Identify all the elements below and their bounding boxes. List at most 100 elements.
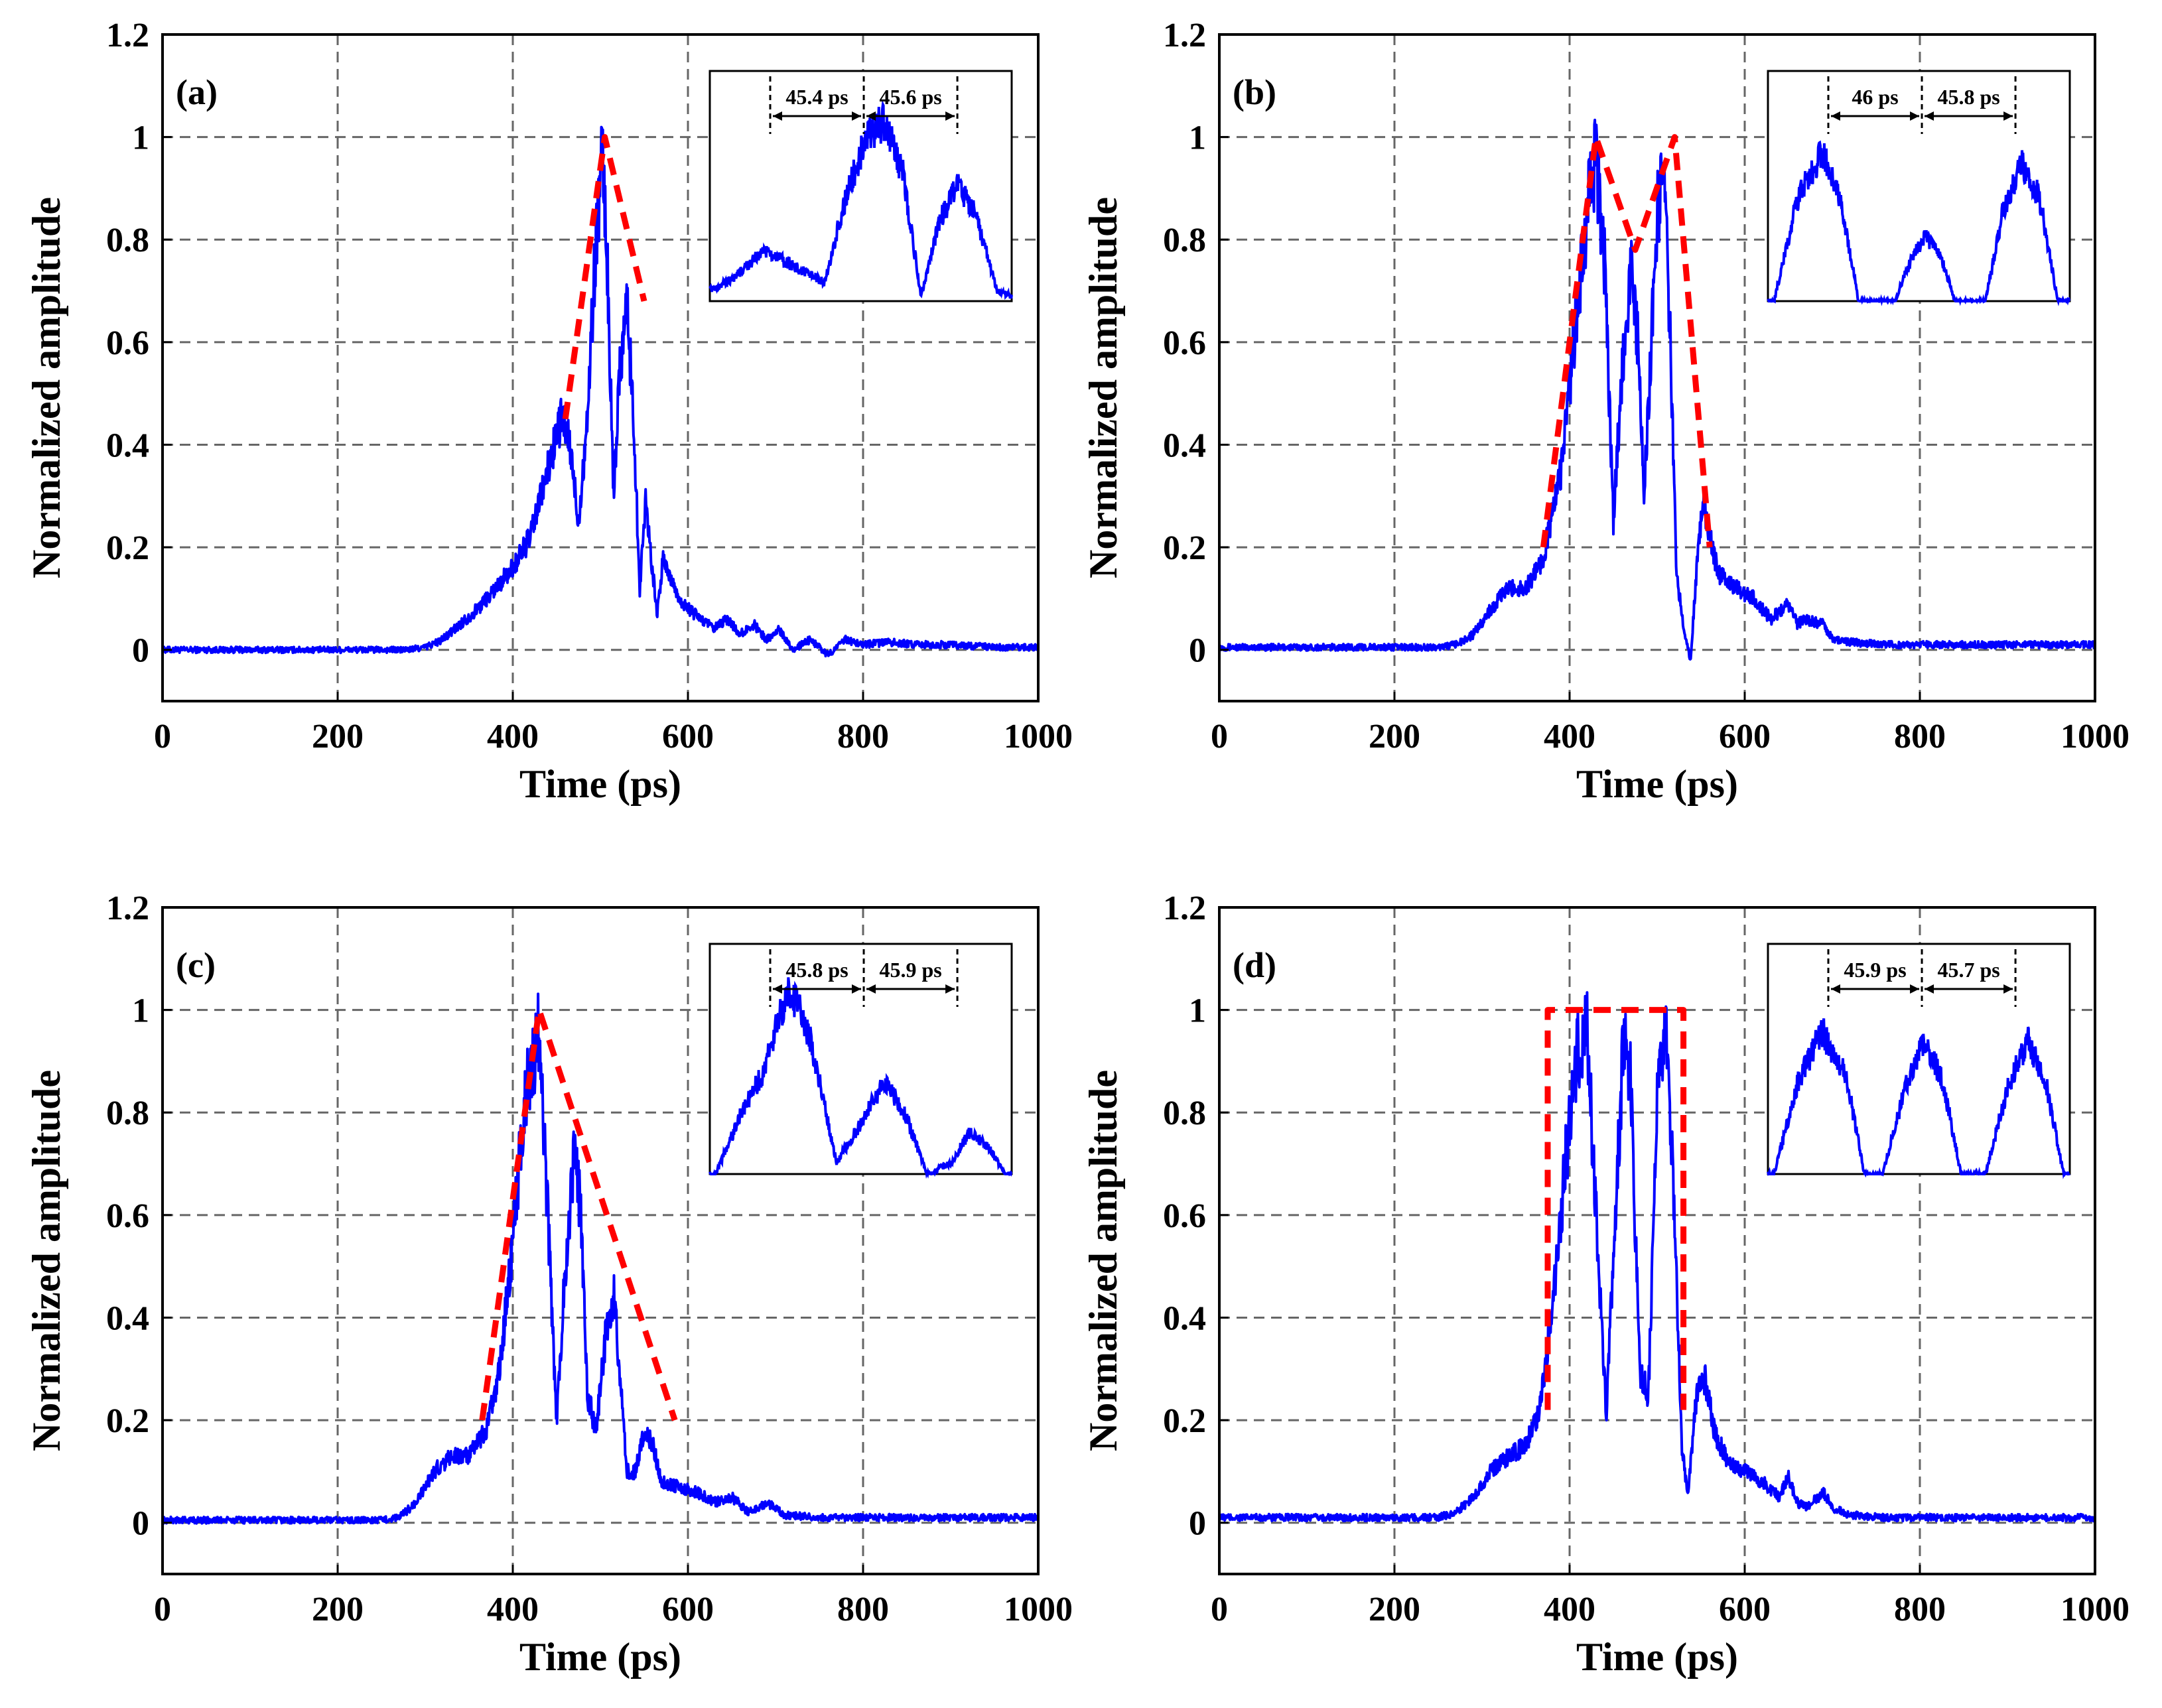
y-tick-label: 0	[1189, 1505, 1206, 1543]
x-tick-label: 600	[1719, 1591, 1771, 1628]
plot-frame	[1218, 33, 2096, 702]
inset-period-label: 45.8 ps	[1937, 85, 1999, 109]
arrowhead	[852, 111, 862, 121]
x-tick-label: 1000	[1004, 718, 1073, 755]
x-tick-label: 200	[1369, 718, 1420, 755]
x-tick-label: 200	[312, 1591, 364, 1628]
arrowhead	[1925, 111, 1934, 121]
panel-label: (d)	[1233, 945, 1276, 985]
x-tick-label: 1000	[1004, 1591, 1073, 1628]
x-tick-label: 200	[312, 718, 364, 755]
y-tick-label: 0.8	[106, 222, 149, 259]
x-tick-label: 400	[1544, 1591, 1595, 1628]
x-tick-label: 800	[1894, 1591, 1946, 1628]
arrowhead	[1910, 984, 1920, 994]
envelope-line	[479, 1007, 678, 1421]
y-axis-label: Normalized amplitude	[25, 197, 68, 578]
y-tick-label: 1	[1189, 992, 1206, 1030]
x-tick-label: 200	[1369, 1591, 1420, 1628]
y-tick-label: 0	[132, 632, 149, 670]
plot-frame	[1218, 906, 2096, 1575]
arrowhead	[773, 111, 782, 121]
x-tick-label: 400	[487, 1591, 539, 1628]
inset-period-label: 45.6 ps	[879, 85, 941, 109]
inset-frame	[1767, 70, 2071, 302]
panel-1: 0 200 400 600 800 1000 0 0.2 0.4 0.6 0.8 1 1.2 Time (…	[25, 17, 1073, 806]
x-tick-label: 0	[154, 718, 171, 755]
y-tick-label: 0.6	[106, 1197, 149, 1235]
y-tick-label: 0.6	[106, 324, 149, 362]
inset: 45.8 ps 45.9 ps	[709, 943, 1013, 1179]
plot-frame	[161, 33, 1040, 702]
panel-4: 0 200 400 600 800 1000 0 0.2 0.4 0.6 0.8 1 1.2 Time (…	[1081, 889, 2129, 1679]
y-tick-label: 0.4	[1163, 427, 1206, 464]
y-tick-label: 1	[132, 119, 149, 157]
signal-line	[1218, 118, 2096, 661]
arrowhead	[1910, 111, 1920, 121]
arrowhead	[773, 984, 782, 994]
arrowhead	[866, 111, 876, 121]
x-tick-label: 600	[1719, 718, 1771, 755]
panel-label: (c)	[176, 945, 216, 985]
y-tick-label: 0.4	[106, 1299, 149, 1337]
y-axis-label: Normalized amplitude	[1081, 197, 1125, 578]
x-tick-label: 600	[662, 718, 714, 755]
x-axis-label: Time (ps)	[519, 762, 681, 806]
x-tick-label: 0	[1211, 1591, 1228, 1628]
y-tick-label: 1	[1189, 119, 1206, 157]
envelope-line	[562, 134, 647, 420]
y-tick-label: 0.2	[1163, 1402, 1206, 1440]
y-axis-label: Normalized amplitude	[1081, 1070, 1125, 1451]
panel-label: (b)	[1233, 72, 1276, 112]
y-tick-label: 1.2	[106, 17, 149, 54]
x-tick-label: 800	[837, 718, 889, 755]
arrowhead	[1831, 984, 1840, 994]
x-tick-label: 400	[487, 718, 539, 755]
arrowhead	[945, 984, 955, 994]
x-tick-label: 800	[837, 1591, 889, 1628]
arrowhead	[2003, 984, 2013, 994]
inset-period-label: 45.9 ps	[1844, 958, 1906, 982]
y-tick-label: 0.2	[1163, 529, 1206, 567]
envelope-line	[1540, 134, 1713, 548]
inset-period-label: 45.7 ps	[1937, 958, 1999, 982]
y-tick-label: 1.2	[106, 889, 149, 927]
plot-frame	[161, 906, 1040, 1575]
x-tick-label: 800	[1894, 718, 1946, 755]
y-tick-label: 0.8	[106, 1094, 149, 1132]
inset-period-label: 45.8 ps	[785, 958, 848, 982]
inset: 45.9 ps 45.7 ps	[1767, 943, 2071, 1179]
arrowhead	[866, 984, 876, 994]
x-tick-label: 400	[1544, 718, 1595, 755]
x-axis-label: Time (ps)	[519, 1635, 681, 1679]
y-tick-label: 1.2	[1163, 17, 1206, 54]
arrowhead	[1925, 984, 1934, 994]
x-tick-label: 1000	[2061, 1591, 2129, 1628]
y-axis-label: Normalized amplitude	[25, 1070, 68, 1451]
y-tick-label: 0.8	[1163, 1094, 1206, 1132]
y-tick-label: 1	[132, 992, 149, 1030]
signal-line	[1218, 991, 2096, 1523]
inset: 45.4 ps 45.6 ps	[709, 70, 1013, 302]
arrowhead	[945, 111, 955, 121]
panel-3: 0 200 400 600 800 1000 0 0.2 0.4 0.6 0.8 1 1.2 Time (…	[25, 889, 1073, 1679]
x-tick-label: 0	[1211, 718, 1228, 755]
x-tick-label: 1000	[2061, 718, 2129, 755]
y-tick-label: 0	[132, 1505, 149, 1543]
inset-frame	[709, 943, 1013, 1175]
x-tick-label: 0	[154, 1591, 171, 1628]
arrowhead	[1831, 111, 1840, 121]
arrowhead	[2003, 111, 2013, 121]
y-tick-label: 0.8	[1163, 222, 1206, 259]
x-axis-label: Time (ps)	[1576, 762, 1738, 806]
inset-signal	[709, 99, 1013, 300]
inset-period-label: 45.4 ps	[785, 85, 848, 109]
y-tick-label: 0.6	[1163, 1197, 1206, 1235]
x-axis-label: Time (ps)	[1576, 1635, 1738, 1679]
y-tick-label: 1.2	[1163, 889, 1206, 927]
inset-signal	[709, 977, 1013, 1179]
y-tick-label: 0.4	[1163, 1299, 1206, 1337]
y-tick-label: 0.2	[106, 1402, 149, 1440]
arrowhead	[852, 984, 862, 994]
